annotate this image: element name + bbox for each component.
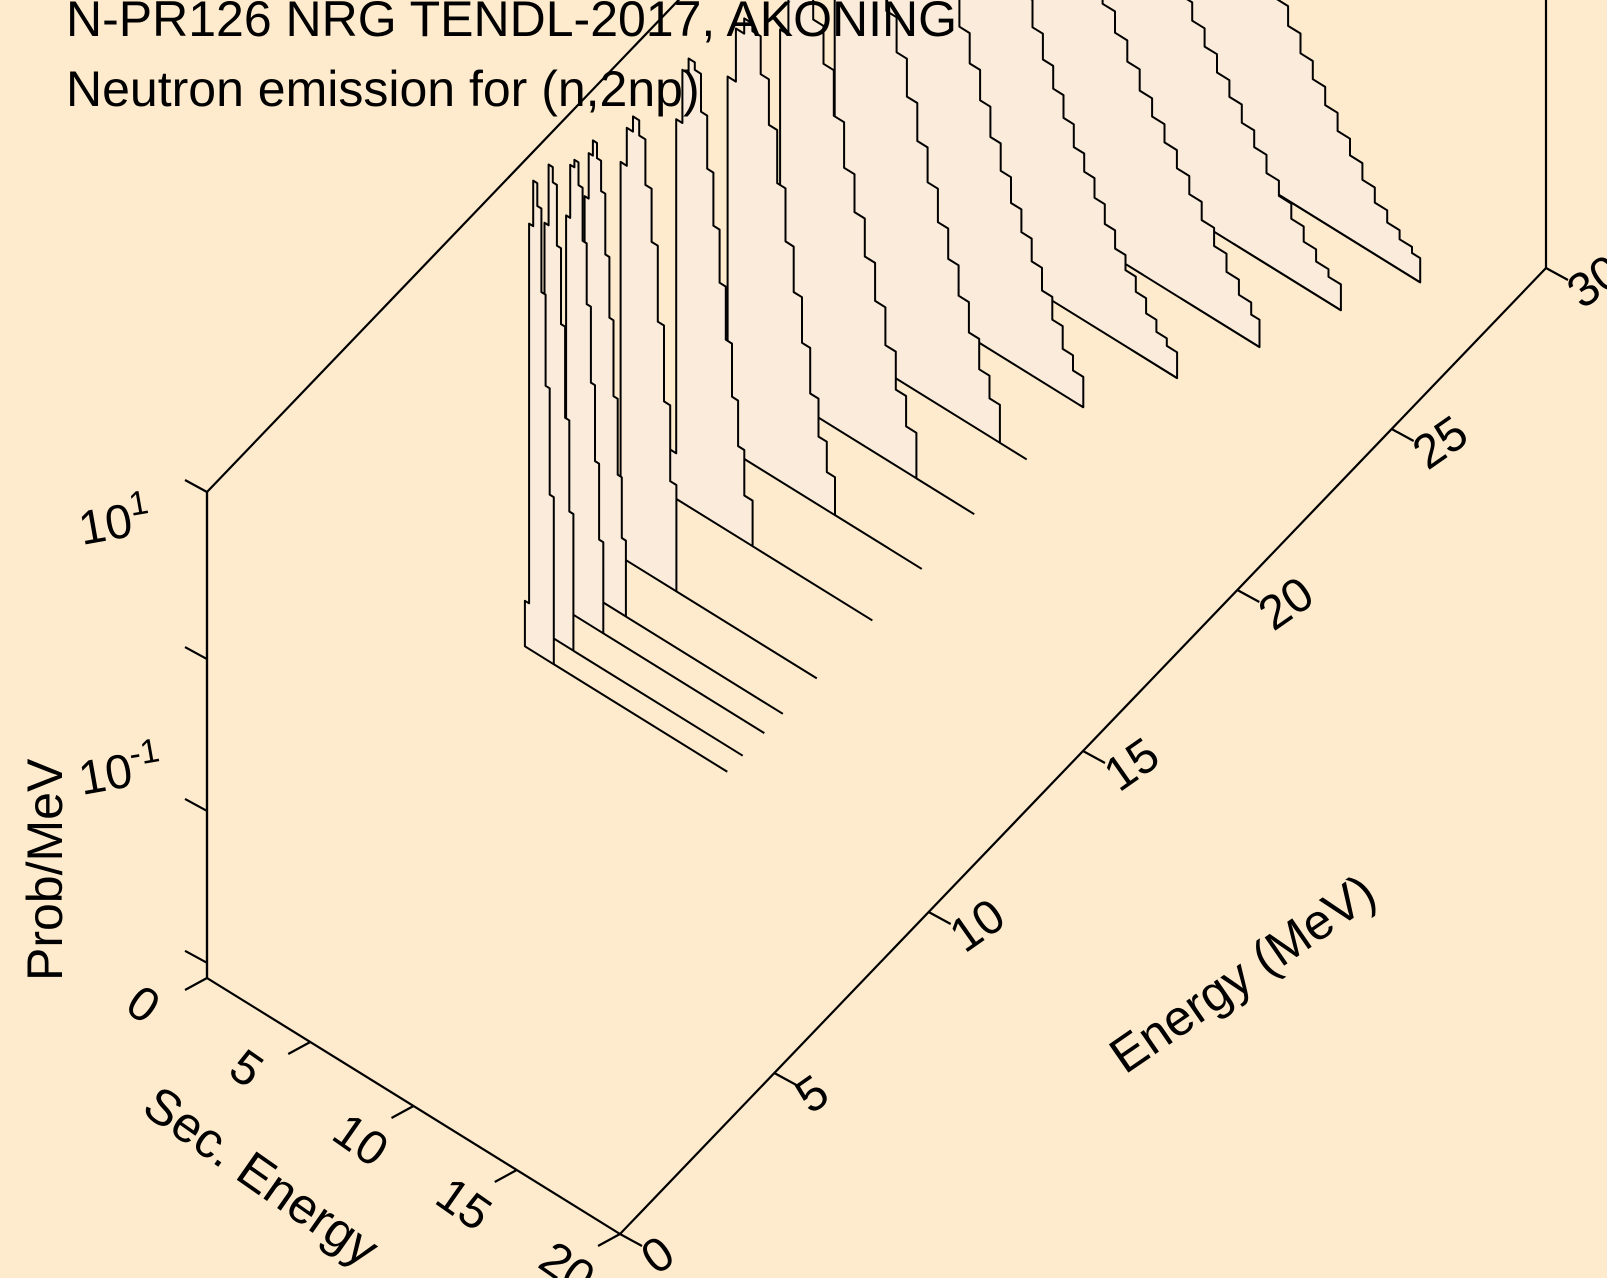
x-tick-label-15: 15 bbox=[426, 1168, 500, 1242]
spectrum-baseline-11.5 bbox=[602, 632, 765, 734]
y-tick-label-0: 0 bbox=[632, 1226, 684, 1278]
y-tick-label-20: 20 bbox=[1249, 567, 1323, 641]
y-tick-label-30: 30 bbox=[1558, 245, 1607, 319]
spectrum-baseline-15 bbox=[752, 545, 873, 622]
spectrum-baseline-10.8 bbox=[572, 649, 744, 757]
y-axis-label: Energy (MeV) bbox=[1100, 863, 1386, 1084]
spectrum-baseline-25 bbox=[1180, 297, 1261, 348]
x-tick-10 bbox=[390, 1105, 415, 1119]
spectrum-curve-10.3 bbox=[523, 179, 555, 666]
z-axis-label: Prob/MeV bbox=[17, 758, 73, 981]
spectrum-baseline-13.2 bbox=[675, 590, 818, 680]
y-tick-label-15: 15 bbox=[1095, 728, 1169, 802]
x-tick-20 bbox=[597, 1233, 621, 1247]
z-tick-0 bbox=[184, 479, 208, 493]
spectrum-baseline-10.3 bbox=[553, 663, 728, 773]
spectrum-curve-16.6 bbox=[718, 17, 836, 517]
spectrum-curve-13.2 bbox=[613, 115, 678, 593]
spectrum-curve-15 bbox=[669, 57, 754, 548]
spectrum-baseline-28.2 bbox=[1279, 194, 1421, 284]
x-tick-0 bbox=[184, 977, 208, 991]
y-tick-10 bbox=[928, 911, 952, 925]
y-tick-15 bbox=[1082, 750, 1106, 764]
x-tick-5 bbox=[287, 1041, 311, 1055]
x-tick-label-10: 10 bbox=[323, 1104, 397, 1178]
spectrum-baseline-18.3 bbox=[915, 477, 975, 516]
spectrum-baseline-20 bbox=[999, 441, 1028, 461]
chart-title-line1: N-PR126 NRG TENDL-2017, AKONING bbox=[66, 0, 957, 47]
x-tick-label-0: 0 bbox=[117, 976, 169, 1035]
y-tick-label-25: 25 bbox=[1404, 406, 1478, 480]
spectrum-baseline-23.4 bbox=[1131, 349, 1178, 379]
y-tick-30 bbox=[1545, 267, 1569, 281]
y-tick-25 bbox=[1391, 428, 1415, 442]
y-tick-label-5: 5 bbox=[786, 1065, 838, 1124]
spectrum-baseline-12.1 bbox=[625, 615, 784, 715]
y-tick-20 bbox=[1236, 589, 1260, 603]
spectrum-baseline-26.7 bbox=[1232, 242, 1342, 312]
x-tick-label-5: 5 bbox=[220, 1040, 272, 1099]
z-tick-2 bbox=[184, 797, 208, 812]
z-tick-label-middle: 10-1 bbox=[73, 731, 166, 806]
y-tick-5 bbox=[773, 1072, 797, 1086]
x-tick-label-20: 20 bbox=[530, 1232, 604, 1278]
x-axis-label: Sec. Energy bbox=[134, 1075, 389, 1277]
spectra-curves bbox=[523, 0, 1422, 773]
chart-title-line2: Neutron emission for (n,2np) bbox=[66, 61, 700, 117]
z-tick-1 bbox=[184, 646, 208, 661]
frame-back-wall bbox=[206, 0, 1548, 493]
spectrum-curve-23.4 bbox=[928, 0, 1179, 380]
y-tick-label-10: 10 bbox=[941, 889, 1015, 963]
spectrum-baseline-21.7 bbox=[1078, 403, 1084, 409]
z-tick-label-top: 101 bbox=[73, 483, 155, 556]
z-tick-3 bbox=[184, 949, 208, 964]
y-tick-0 bbox=[619, 1233, 643, 1247]
spectrum-baseline-16.6 bbox=[834, 514, 923, 570]
x-tick-15 bbox=[494, 1169, 518, 1183]
